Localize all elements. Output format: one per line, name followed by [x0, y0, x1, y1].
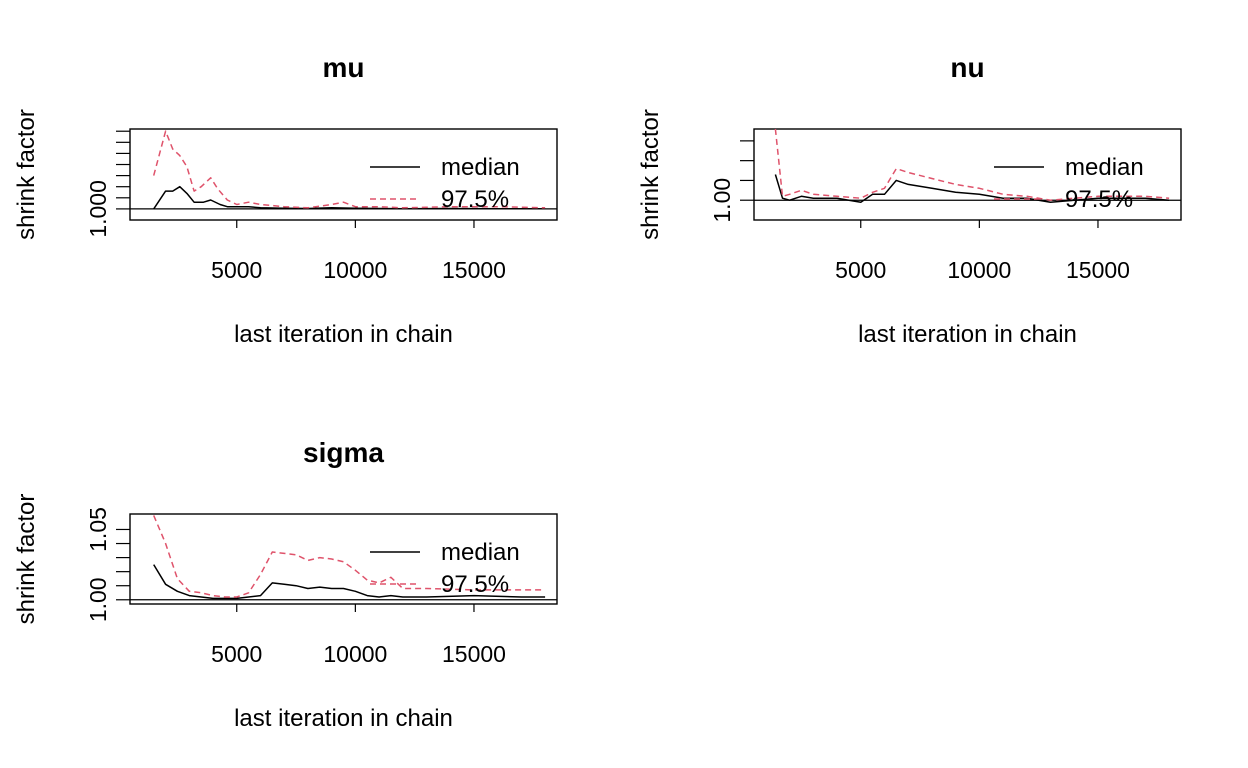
- series-line-upper: [153, 515, 546, 598]
- series-line-upper: [152, 130, 546, 209]
- series-line-upper: [774, 128, 1170, 201]
- x-tick-label: 10000: [323, 257, 387, 283]
- plot-frame: [129, 128, 558, 221]
- x-axis-label: last iteration in chain: [234, 705, 453, 732]
- panel-sigma: sigma 5000 10000 15000 1.00 1.05 last iteratio…: [13, 437, 558, 732]
- legend-label: 97.5%: [441, 186, 509, 213]
- legend-label: 97.5%: [441, 571, 509, 598]
- legend: median 97.5%: [370, 154, 520, 213]
- plot-frame: [753, 128, 1182, 221]
- legend: median 97.5%: [994, 154, 1144, 213]
- y-axis-label: shrink factor: [13, 109, 40, 240]
- legend-label: median: [1065, 154, 1144, 181]
- y-tick-label: 1.00: [85, 577, 111, 622]
- series-line-median: [153, 564, 546, 600]
- plot-frame: [129, 513, 558, 605]
- y-axis-label: shrink factor: [13, 494, 40, 625]
- panel-mu: mu 5000 10000 15000 1.000 last iteration in c…: [13, 52, 558, 348]
- series-line-median: [153, 185, 546, 210]
- x-tick-label: 15000: [1066, 257, 1130, 283]
- series-line-median: [774, 174, 1170, 203]
- x-tick-label: 15000: [442, 257, 506, 283]
- panel-title: nu: [950, 52, 984, 83]
- x-tick-label: 5000: [835, 257, 886, 283]
- legend-label: median: [441, 154, 520, 181]
- y-tick-label: 1.00: [709, 178, 735, 223]
- panel-title: sigma: [303, 437, 384, 468]
- y-axis-label: shrink factor: [637, 109, 664, 240]
- x-tick-label: 10000: [947, 257, 1011, 283]
- x-tick-label: 5000: [211, 257, 262, 283]
- x-tick-label: 15000: [442, 641, 506, 667]
- legend-label: median: [441, 539, 520, 566]
- panel-nu: nu 5000 10000 15000 1.00 last iteration in ch…: [637, 52, 1182, 348]
- x-tick-label: 5000: [211, 641, 262, 667]
- legend: median 97.5%: [370, 539, 520, 598]
- y-tick-label: 1.05: [85, 507, 111, 552]
- x-axis-label: last iteration in chain: [234, 321, 453, 348]
- legend-label: 97.5%: [1065, 186, 1133, 213]
- y-tick-label: 1.000: [85, 180, 111, 238]
- panel-title: mu: [323, 52, 365, 83]
- x-tick-label: 10000: [323, 641, 387, 667]
- x-axis-label: last iteration in chain: [858, 321, 1077, 348]
